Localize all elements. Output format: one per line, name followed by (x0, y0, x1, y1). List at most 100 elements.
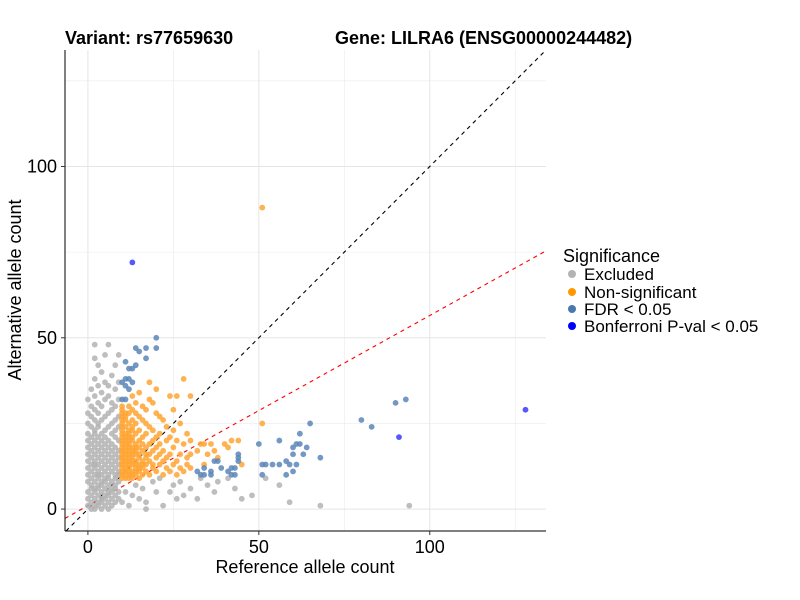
data-point (238, 495, 245, 502)
data-point (368, 423, 375, 430)
data-point (102, 352, 108, 358)
data-point (187, 465, 194, 471)
data-point (317, 454, 324, 461)
data-point (208, 471, 214, 478)
legend-key-bonferroni (568, 322, 576, 330)
data-point (153, 334, 160, 341)
data-point (177, 451, 184, 458)
data-point (180, 375, 187, 382)
data-point (300, 451, 307, 458)
data-point (522, 406, 529, 413)
data-point (276, 461, 283, 468)
legend-label-excluded: Excluded (584, 265, 654, 284)
data-point (259, 420, 266, 427)
data-point (211, 447, 218, 454)
data-point (139, 485, 146, 492)
data-point (132, 399, 139, 406)
data-point (136, 495, 143, 502)
data-point (283, 471, 290, 478)
data-point (184, 430, 190, 437)
chart-title-gene: Gene: LILRA6 (ENSG00000244482) (335, 28, 632, 48)
data-point (170, 406, 177, 413)
data-point (95, 410, 102, 417)
chart-title-variant: Variant: rs77659630 (65, 28, 233, 48)
data-point (167, 393, 173, 399)
data-point (173, 471, 180, 478)
data-point (153, 345, 160, 351)
data-point (259, 204, 266, 211)
data-point (153, 489, 160, 495)
legend-item-non-significant: Non-significant (568, 283, 697, 302)
data-point (307, 420, 314, 427)
data-point (98, 369, 105, 375)
data-point (156, 441, 163, 447)
data-point (235, 458, 242, 465)
data-point (95, 362, 102, 369)
data-point (290, 451, 296, 458)
data-point (146, 471, 153, 478)
data-point (112, 362, 119, 369)
legend: Significance Excluded Non-significant FD… (563, 246, 758, 336)
series-non-significant (119, 204, 266, 482)
data-point (317, 502, 324, 509)
data-point (126, 502, 132, 509)
data-point (149, 399, 156, 406)
data-point (204, 451, 211, 458)
data-point (108, 372, 115, 379)
data-point (105, 393, 112, 399)
x-tick-label: 50 (249, 537, 269, 557)
x-tick-label: 0 (83, 537, 93, 557)
data-point (259, 471, 266, 478)
data-point (156, 430, 163, 437)
data-point (173, 437, 180, 444)
reference-line-identity (65, 49, 547, 532)
data-point (173, 393, 180, 399)
data-point (235, 437, 242, 444)
data-point (170, 482, 177, 488)
legend-title: Significance (563, 246, 660, 266)
data-point (115, 352, 122, 358)
data-point (153, 468, 160, 475)
data-point (143, 499, 149, 506)
data-point (204, 482, 211, 488)
data-point (129, 365, 136, 372)
legend-key-non-significant (568, 288, 576, 296)
data-point (177, 478, 184, 485)
data-point (105, 341, 112, 348)
legend-label-non-significant: Non-significant (584, 283, 697, 302)
data-point (167, 434, 173, 441)
data-point (269, 461, 276, 468)
data-point (232, 471, 238, 478)
data-point (122, 358, 129, 365)
data-point (126, 375, 132, 382)
data-point (358, 417, 365, 423)
data-point (173, 458, 180, 465)
data-point (167, 468, 173, 475)
data-point (91, 355, 98, 362)
data-point (187, 437, 194, 444)
grid-lines (65, 50, 546, 531)
data-point (201, 441, 208, 447)
data-point (136, 389, 143, 396)
data-point (115, 489, 122, 495)
data-point (129, 259, 136, 266)
data-point (218, 465, 225, 471)
data-point (303, 444, 310, 451)
data-point (293, 461, 300, 468)
data-point (249, 492, 255, 499)
data-point (296, 441, 303, 447)
data-point (91, 341, 98, 348)
data-point (129, 492, 136, 499)
data-point (136, 348, 143, 355)
data-point (211, 489, 218, 495)
data-point (232, 485, 238, 492)
data-point (119, 499, 125, 506)
y-tick-label: 100 (27, 156, 57, 176)
series-fdr-0-05 (119, 334, 409, 478)
data-point (232, 465, 238, 471)
legend-key-fdr (568, 305, 576, 313)
data-point (132, 420, 139, 427)
data-point (122, 382, 129, 389)
data-point (180, 492, 187, 499)
